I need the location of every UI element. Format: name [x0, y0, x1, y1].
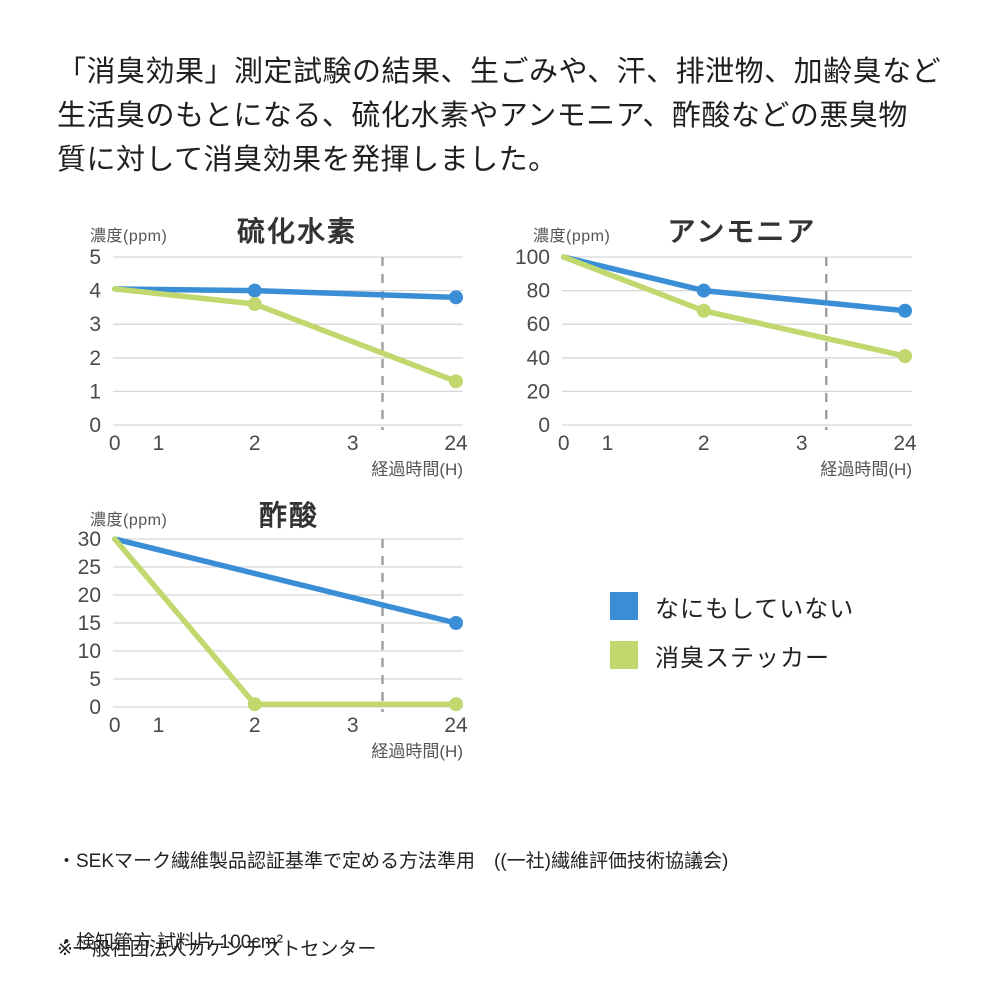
legend-label-sticker: 消臭ステッカー	[655, 644, 830, 672]
svg-text:1: 1	[153, 432, 165, 455]
footnote-line-2: ・検知管方 試料片 100cm²	[57, 932, 283, 953]
svg-text:5: 5	[89, 246, 101, 269]
ammonia-chart: 100 80 60 40 20 00 1 2 3 24 経過時間(H)	[515, 246, 917, 479]
svg-text:3: 3	[89, 313, 101, 336]
hydrogen-sulfide-chart-title: 硫化水素	[236, 216, 357, 247]
svg-text:0: 0	[89, 696, 101, 719]
blue-swatch-icon	[610, 592, 638, 620]
svg-text:25: 25	[78, 556, 101, 579]
header-text: 「消臭効果」測定試験の結果、生ごみや、汗、排泄物、加齢臭など 生活臭のもとになる…	[57, 50, 967, 182]
legend-label-untreated: なにもしていない	[655, 595, 855, 623]
hydrogen-sulfide-y-axis-label: 濃度(ppm)	[90, 228, 168, 245]
header-line-3: 質に対して消臭効果を発揮しました。	[57, 144, 558, 176]
svg-text:20: 20	[78, 584, 101, 607]
svg-text:3: 3	[796, 432, 808, 455]
svg-text:10: 10	[78, 640, 101, 663]
svg-text:0: 0	[109, 432, 121, 455]
svg-text:2: 2	[249, 432, 261, 455]
svg-text:1: 1	[89, 380, 101, 403]
svg-text:0: 0	[558, 432, 570, 455]
svg-text:3: 3	[347, 432, 359, 455]
svg-text:5: 5	[89, 668, 101, 691]
footnotes: ・SEKマーク繊維製品認証基準で定める方法準用 ((一社)繊維評価技術協議会) …	[57, 794, 813, 1000]
svg-text:2: 2	[698, 432, 710, 455]
acetic-acid-y-axis-label: 濃度(ppm)	[90, 512, 168, 529]
svg-text:60: 60	[527, 313, 550, 336]
legend-item-untreated: なにもしていない	[610, 592, 854, 623]
header-line-1: 「消臭効果」測定試験の結果、生ごみや、汗、排泄物、加齢臭など	[57, 56, 942, 88]
test-center-note: ※一般社団法人カケンテストセンター	[57, 939, 377, 960]
svg-text:1: 1	[153, 714, 165, 737]
svg-text:0: 0	[109, 714, 121, 737]
svg-text:100: 100	[515, 246, 550, 269]
svg-text:1: 1	[602, 432, 614, 455]
svg-text:2: 2	[89, 347, 101, 370]
svg-text:経過時間(H): 経過時間(H)	[820, 460, 912, 479]
acetic-acid-chart-title: 酢酸	[258, 500, 319, 531]
svg-text:24: 24	[444, 432, 468, 455]
legend: なにもしていない 消臭ステッカー	[610, 592, 854, 690]
ammonia-y-axis-label: 濃度(ppm)	[533, 228, 611, 245]
svg-text:経過時間(H): 経過時間(H)	[371, 742, 463, 761]
legend-item-sticker: 消臭ステッカー	[610, 641, 854, 672]
svg-text:20: 20	[527, 380, 550, 403]
svg-text:15: 15	[78, 612, 101, 635]
svg-text:24: 24	[444, 714, 468, 737]
svg-text:0: 0	[89, 414, 101, 437]
header-line-2: 生活臭のもとになる、硫化水素やアンモニア、酢酸などの悪臭物	[57, 100, 908, 132]
svg-text:40: 40	[527, 347, 550, 370]
svg-text:0: 0	[538, 414, 550, 437]
svg-text:3: 3	[347, 714, 359, 737]
footnote-line-1: ・SEKマーク繊維製品認証基準で定める方法準用 ((一社)繊維評価技術協議会)	[57, 851, 729, 872]
svg-text:経過時間(H): 経過時間(H)	[371, 460, 463, 479]
svg-text:24: 24	[893, 432, 917, 455]
hydrogen-sulfide-chart: 5 4 3 2 1 00 1 2 3 24 経過時間(H)	[89, 246, 468, 479]
green-swatch-icon	[610, 641, 638, 669]
svg-text:30: 30	[78, 528, 101, 551]
svg-text:4: 4	[89, 280, 101, 303]
svg-text:2: 2	[249, 714, 261, 737]
svg-text:80: 80	[527, 280, 550, 303]
ammonia-chart-title: アンモニア	[667, 216, 817, 247]
